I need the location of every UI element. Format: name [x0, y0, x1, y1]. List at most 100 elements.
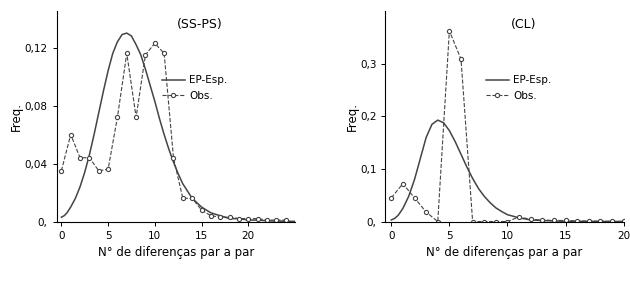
EP-Esp.: [527, 218, 534, 222]
EP-Esp.: [118, 33, 126, 36]
EP-Esp.: [291, 220, 299, 223]
EP-Esp.: [156, 117, 163, 120]
EP-Esp.: [109, 52, 117, 55]
Obs.: [562, 219, 570, 222]
EP-Esp.: [123, 32, 130, 35]
Obs.: [492, 220, 500, 223]
Obs.: [272, 218, 280, 222]
EP-Esp.: [151, 99, 159, 103]
EP-Esp.: [244, 218, 252, 222]
Obs.: [504, 220, 512, 223]
EP-Esp.: [597, 220, 604, 223]
EP-Esp.: [504, 213, 512, 216]
Obs.: [422, 210, 430, 214]
EP-Esp.: [452, 140, 459, 143]
EP-Esp.: [573, 220, 581, 223]
Obs.: [573, 219, 581, 223]
EP-Esp.: [179, 182, 186, 185]
EP-Esp.: [263, 219, 271, 222]
Text: (SS-PS): (SS-PS): [177, 18, 222, 31]
Obs.: [151, 41, 159, 45]
Obs.: [550, 219, 558, 222]
EP-Esp.: [387, 218, 395, 222]
EP-Esp.: [399, 207, 407, 210]
EP-Esp.: [609, 220, 616, 223]
EP-Esp.: [282, 220, 289, 223]
EP-Esp.: [440, 121, 447, 124]
EP-Esp.: [515, 216, 523, 220]
EP-Esp.: [95, 111, 103, 114]
EP-Esp.: [226, 217, 233, 220]
EP-Esp.: [235, 217, 243, 220]
Obs.: [585, 219, 593, 223]
EP-Esp.: [463, 165, 471, 169]
EP-Esp.: [76, 185, 84, 189]
EP-Esp.: [169, 160, 177, 164]
X-axis label: N° de diferenças par a par: N° de diferenças par a par: [427, 246, 583, 259]
Obs.: [169, 156, 177, 159]
EP-Esp.: [405, 195, 413, 198]
EP-Esp.: [416, 157, 424, 160]
Line: EP-Esp.: EP-Esp.: [391, 120, 624, 222]
Obs.: [86, 156, 93, 159]
EP-Esp.: [562, 220, 570, 223]
X-axis label: N° de diferenças par a par: N° de diferenças par a par: [98, 246, 254, 259]
EP-Esp.: [67, 205, 74, 209]
Obs.: [244, 217, 252, 220]
Obs.: [179, 197, 186, 200]
Obs.: [235, 217, 243, 220]
Obs.: [597, 220, 604, 223]
EP-Esp.: [434, 118, 442, 122]
EP-Esp.: [469, 177, 476, 180]
Obs.: [254, 217, 261, 220]
Obs.: [57, 169, 65, 172]
Obs.: [226, 216, 233, 219]
Obs.: [469, 220, 476, 223]
Obs.: [188, 197, 196, 200]
EP-Esp.: [128, 34, 135, 38]
EP-Esp.: [585, 220, 593, 223]
Obs.: [609, 220, 616, 223]
EP-Esp.: [105, 69, 112, 72]
EP-Esp.: [492, 206, 500, 210]
EP-Esp.: [498, 210, 505, 213]
EP-Esp.: [207, 211, 215, 214]
EP-Esp.: [486, 201, 494, 204]
Y-axis label: Freq.: Freq.: [345, 102, 358, 131]
Obs.: [217, 216, 224, 219]
EP-Esp.: [474, 187, 482, 190]
Obs.: [411, 196, 418, 200]
Obs.: [105, 168, 112, 171]
EP-Esp.: [175, 172, 182, 176]
EP-Esp.: [113, 40, 121, 43]
Obs.: [515, 215, 523, 218]
EP-Esp.: [184, 189, 192, 193]
EP-Esp.: [86, 153, 93, 156]
EP-Esp.: [137, 53, 144, 57]
Obs.: [263, 218, 271, 222]
EP-Esp.: [146, 83, 154, 87]
EP-Esp.: [457, 153, 465, 156]
EP-Esp.: [394, 214, 402, 217]
EP-Esp.: [411, 178, 418, 181]
Obs.: [282, 218, 289, 222]
EP-Esp.: [161, 133, 168, 136]
Obs.: [620, 220, 627, 223]
EP-Esp.: [81, 170, 88, 174]
Obs.: [132, 116, 140, 119]
EP-Esp.: [481, 195, 488, 198]
EP-Esp.: [391, 217, 399, 220]
Obs.: [123, 52, 130, 55]
EP-Esp.: [57, 216, 65, 219]
EP-Esp.: [254, 218, 261, 222]
Legend: EP-Esp., Obs.: EP-Esp., Obs.: [162, 76, 227, 101]
EP-Esp.: [132, 43, 140, 46]
EP-Esp.: [188, 197, 196, 200]
Obs.: [457, 57, 465, 61]
Y-axis label: Freq.: Freq.: [10, 102, 23, 131]
Line: Obs.: Obs.: [59, 41, 288, 222]
EP-Esp.: [428, 123, 436, 126]
Obs.: [434, 220, 442, 223]
Obs.: [142, 53, 149, 57]
EP-Esp.: [445, 129, 453, 132]
